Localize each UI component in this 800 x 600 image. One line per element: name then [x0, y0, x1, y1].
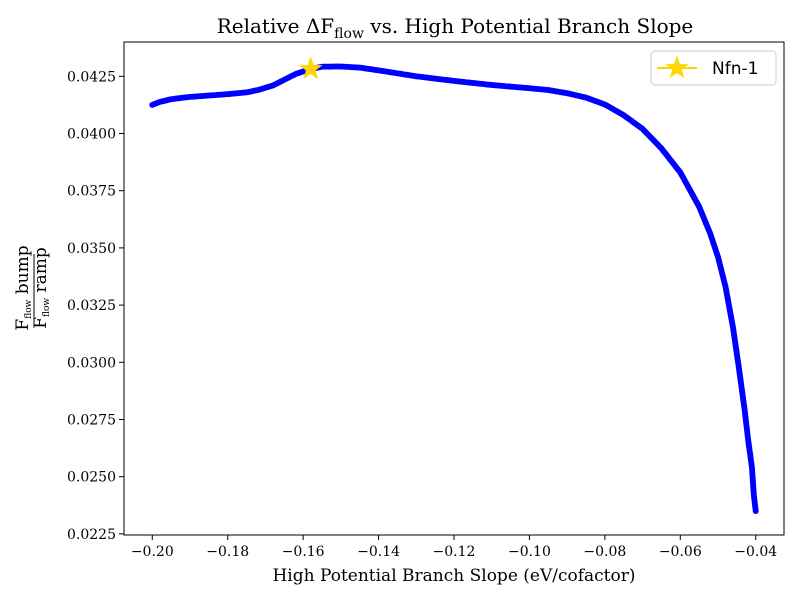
x-tick-label: −0.08	[583, 544, 626, 560]
x-tick-label: −0.16	[282, 544, 325, 560]
y-label-den-rest: ramp	[31, 247, 51, 298]
y-label-denominator: Fflow ramp	[31, 247, 52, 329]
chart-title: Relative ΔFflow vs. High Potential Branc…	[217, 14, 694, 42]
legend-label: Nfn-1	[712, 59, 758, 79]
y-tick-label: 0.0350	[67, 241, 116, 257]
y-label-den-sub: flow	[42, 298, 52, 317]
x-tick-label: −0.18	[206, 544, 249, 560]
y-axis-label: Fflow bump Fflow ramp	[13, 245, 52, 330]
y-tick-label: 0.0325	[67, 298, 116, 314]
y-axis: 0.0225 0.0250 0.0275 0.0300 0.0325 0.0350 0.03…	[67, 69, 124, 543]
y-tick-label: 0.0400	[67, 127, 116, 143]
x-tick-label: −0.04	[734, 544, 777, 560]
y-tick-label: 0.0375	[67, 184, 116, 200]
x-axis: −0.20 −0.18 −0.16 −0.14 −0.12 −0.10 −0.08 −0.06…	[131, 535, 777, 560]
x-tick-label: −0.06	[659, 544, 702, 560]
y-tick-label: 0.0300	[67, 355, 116, 371]
y-label-num-sub: flow	[24, 299, 34, 318]
plot-area	[149, 56, 759, 514]
legend-star-marker	[665, 55, 689, 79]
x-tick-label: −0.14	[357, 544, 400, 560]
y-label-num-rest: bump	[13, 245, 33, 299]
y-label-den-main: F	[31, 317, 51, 329]
x-tick-label: −0.10	[508, 544, 551, 560]
x-tick-label: −0.20	[131, 544, 174, 560]
data-point	[752, 507, 759, 514]
x-axis-label: High Potential Branch Slope (eV/cofactor…	[272, 566, 635, 586]
y-label-num-main: F	[13, 319, 33, 331]
y-tick-label: 0.0425	[67, 69, 116, 85]
y-tick-label: 0.0225	[67, 527, 116, 543]
chart-title-prefix: Relative ΔF	[217, 14, 335, 38]
nfn-1-star-marker	[298, 56, 323, 80]
legend: Nfn-1	[650, 50, 777, 86]
y-tick-label: 0.0250	[67, 470, 116, 486]
x-tick-label: −0.12	[433, 544, 476, 560]
plot-frame	[123, 41, 785, 536]
y-tick-label: 0.0275	[67, 412, 116, 428]
chart-title-suffix: vs. High Potential Branch Slope	[364, 14, 693, 38]
y-label-numerator: Fflow bump	[13, 245, 34, 330]
chart-title-sub: flow	[334, 26, 364, 42]
